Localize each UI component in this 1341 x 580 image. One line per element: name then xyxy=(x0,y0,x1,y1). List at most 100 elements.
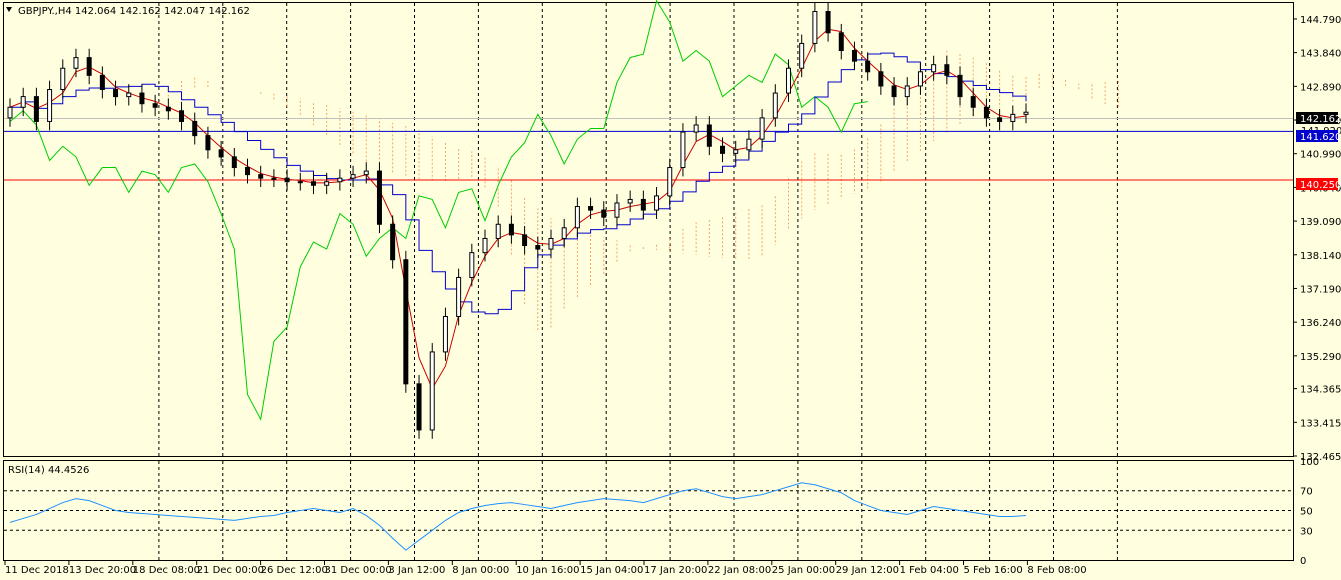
price-tick-label: 134.365 xyxy=(1300,385,1341,396)
candle-body xyxy=(245,167,251,176)
candle-body xyxy=(614,202,620,218)
candle-body xyxy=(218,149,224,158)
price-tick-label: 144.790 xyxy=(1300,15,1341,26)
candle-body xyxy=(258,174,264,179)
rsi-tick-label: 70 xyxy=(1300,487,1313,498)
candle-body xyxy=(7,106,13,119)
candle-body xyxy=(851,50,857,62)
price-tick-label: 143.840 xyxy=(1300,49,1341,60)
ichimoku-chikou-line xyxy=(9,0,868,421)
candle-body xyxy=(1023,111,1029,115)
rsi-tick-label: 30 xyxy=(1300,526,1313,537)
rsi-tick-label: 100 xyxy=(1300,457,1319,468)
candle-body xyxy=(469,252,475,278)
candle-body xyxy=(456,276,462,317)
candle-body xyxy=(535,245,541,250)
candle-body xyxy=(601,209,607,218)
time-tick-label: 13 Dec 20:00 xyxy=(69,565,136,576)
candle-body xyxy=(429,351,435,431)
candle-body xyxy=(284,177,290,183)
candle-body xyxy=(588,206,594,211)
price-tick-label: 133.415 xyxy=(1300,418,1341,429)
rsi-tick-label: 0 xyxy=(1300,556,1306,567)
price-tick-label: 132.465 xyxy=(1300,452,1341,463)
candle-body xyxy=(917,71,923,87)
time-tick-label: 1 Feb 04:00 xyxy=(900,565,959,576)
candle-body xyxy=(693,124,699,133)
candle-body xyxy=(390,223,396,261)
candle-body xyxy=(192,120,198,137)
blue-line-tag: 141.620 xyxy=(1296,130,1341,143)
candle-body xyxy=(416,383,422,431)
candle-body xyxy=(139,92,145,105)
price-tick-label: 140.990 xyxy=(1300,150,1341,161)
rsi-line xyxy=(9,482,1027,551)
rsi-pane-frame xyxy=(3,460,1294,561)
candle-body xyxy=(931,64,937,73)
candle-body xyxy=(482,237,488,254)
ichimoku-kijun-line xyxy=(10,52,1027,315)
time-tick-label: 18 Dec 08:00 xyxy=(133,565,200,576)
candle-body xyxy=(785,67,791,94)
price-tick-label: 142.890 xyxy=(1300,82,1341,93)
candle-body xyxy=(799,42,805,69)
rsi-title: RSI(14) 44.4526 xyxy=(8,465,89,476)
time-tick-label: 25 Jan 00:00 xyxy=(772,565,835,576)
time-tick-label: 11 Dec 2018 xyxy=(5,565,69,576)
candle-body xyxy=(654,195,660,211)
red-line-tag: 140.250 xyxy=(1296,178,1341,191)
candle-body xyxy=(627,198,633,204)
candle-body xyxy=(825,11,831,34)
candle-body xyxy=(772,92,778,119)
candle-body xyxy=(970,96,976,108)
candle-body xyxy=(205,135,211,151)
candle-body xyxy=(47,89,53,122)
candle-body xyxy=(495,223,501,239)
candle-body xyxy=(350,174,356,179)
price-tick-label: 138.140 xyxy=(1300,251,1341,262)
time-tick-label: 5 Feb 16:00 xyxy=(964,565,1023,576)
candle-body xyxy=(60,67,66,91)
candle-body xyxy=(363,170,369,176)
candle-body xyxy=(33,96,39,122)
rsi-level-lines xyxy=(4,490,1293,531)
candle-body xyxy=(522,234,528,247)
candle-body xyxy=(337,177,343,183)
candle-body xyxy=(271,177,277,180)
candle-body xyxy=(865,60,871,73)
symbol-info: GBPJPY.,H4 142.064 142.162 142.047 142.1… xyxy=(18,6,250,17)
candle-body xyxy=(812,11,818,44)
time-tick-label: 17 Jan 20:00 xyxy=(644,565,707,576)
candle-body xyxy=(838,32,844,52)
candle-body xyxy=(310,181,316,186)
time-tick-label: 3 Jan 12:00 xyxy=(388,565,445,576)
candle-body xyxy=(165,106,171,112)
triangle-down-icon[interactable] xyxy=(6,7,12,12)
candle-body xyxy=(548,237,554,250)
candle-body xyxy=(73,57,79,69)
rsi-axis: 100 70 50 30 0 xyxy=(1300,457,1319,567)
candle-body xyxy=(126,92,132,98)
price-tick-label: 139.090 xyxy=(1300,217,1341,228)
time-tick-label: 31 Dec 00:00 xyxy=(325,565,392,576)
time-tick-label: 26 Dec 12:00 xyxy=(261,565,328,576)
candle-body xyxy=(733,149,739,154)
candle-body xyxy=(680,131,686,169)
time-tick-label: 29 Jan 12:00 xyxy=(836,565,899,576)
price-tick-label: 135.290 xyxy=(1300,352,1341,363)
candle-body xyxy=(508,223,514,236)
candle-body xyxy=(561,227,567,239)
candlestick-series xyxy=(7,2,1029,439)
candle-body xyxy=(983,106,989,119)
candle-body xyxy=(179,110,185,122)
time-tick-label: 8 Feb 08:00 xyxy=(1027,565,1086,576)
price-tick-label: 136.240 xyxy=(1300,318,1341,329)
candle-body xyxy=(997,117,1003,122)
time-tick-label: 22 Jan 08:00 xyxy=(708,565,771,576)
candle-body xyxy=(376,170,382,225)
price-axis: 144.790143.840142.890141.940140.990140.0… xyxy=(1293,15,1341,463)
time-tick-label: 10 Jan 16:00 xyxy=(516,565,579,576)
